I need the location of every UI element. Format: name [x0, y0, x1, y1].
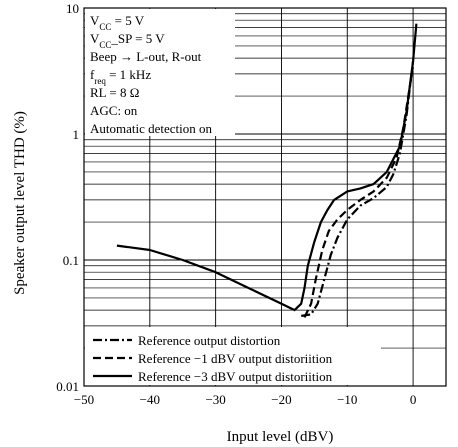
condition-line: VCC_SP = 5 V [90, 31, 165, 50]
series-line [303, 65, 415, 318]
y-axis-label: Speaker output level THD (%) [12, 111, 28, 295]
x-tick-label: −50 [74, 392, 94, 407]
y-tick-label: 10 [66, 1, 79, 16]
legend-box [85, 327, 381, 385]
condition-line: freq = 1 kHz [90, 67, 151, 86]
series-line [116, 23, 418, 312]
legend-entry: Reference output distortion [138, 333, 281, 348]
x-tick-label: −20 [271, 392, 291, 407]
legend-entry: Reference −1 dBV output distoriition [138, 351, 333, 366]
condition-line: VCC = 5 V [90, 13, 145, 32]
plot-frame [83, 7, 447, 387]
x-tick-label: −30 [205, 392, 225, 407]
x-axis-label: Input level (dBV) [227, 429, 334, 445]
conditions-box [85, 9, 235, 136]
y-tick-label: 0.01 [56, 379, 79, 394]
x-tick-label: −40 [140, 392, 160, 407]
y-tick-label: 0.1 [63, 253, 79, 268]
legend-entry: Reference −3 dBV output distoriition [138, 369, 333, 384]
grid-minor [84, 13, 446, 349]
series-line [301, 60, 415, 317]
condition-line: RL = 8 Ω [90, 85, 139, 100]
x-tick-label: −10 [337, 392, 357, 407]
legend: Reference output distortion Reference −1 … [93, 333, 333, 384]
x-tick-label: 0 [410, 392, 417, 407]
condition-line: Automatic detection on [90, 121, 213, 136]
y-tick-label: 1 [73, 127, 80, 142]
series-layer [116, 23, 418, 318]
condition-line: AGC: on [90, 103, 138, 118]
condition-line: Beep → L-out, R-out [90, 49, 202, 64]
tick-labels: −50 −40 −30 −20 −10 0 0.01 0.1 1 10 [56, 1, 416, 407]
